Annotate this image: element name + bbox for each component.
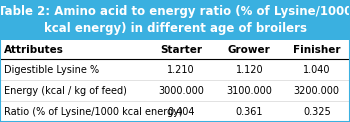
Bar: [0, 0, 350, 40]
Bar: [0, 40, 350, 122]
Text: 3100.000: 3100.000: [226, 86, 272, 96]
Text: Attributes: Attributes: [4, 45, 64, 55]
Text: 1.210: 1.210: [167, 65, 195, 75]
Text: Table 2: Amino acid to energy ratio (% of Lysine/1000
kcal energy) in different : Table 2: Amino acid to energy ratio (% o…: [0, 5, 350, 35]
Text: Starter: Starter: [160, 45, 202, 55]
Text: 3000.000: 3000.000: [158, 86, 204, 96]
Text: Digestible Lysine %: Digestible Lysine %: [4, 65, 99, 75]
Text: Ratio (% of Lysine/1000 kcal energy): Ratio (% of Lysine/1000 kcal energy): [4, 107, 183, 117]
Text: 1.120: 1.120: [236, 65, 263, 75]
Text: 3200.000: 3200.000: [294, 86, 340, 96]
Text: 0.361: 0.361: [236, 107, 263, 117]
Text: 0.325: 0.325: [303, 107, 331, 117]
Text: 1.040: 1.040: [303, 65, 330, 75]
Text: Energy (kcal / kg of feed): Energy (kcal / kg of feed): [4, 86, 127, 96]
Text: Finisher: Finisher: [293, 45, 341, 55]
Text: Grower: Grower: [228, 45, 271, 55]
Text: 0.404: 0.404: [167, 107, 195, 117]
